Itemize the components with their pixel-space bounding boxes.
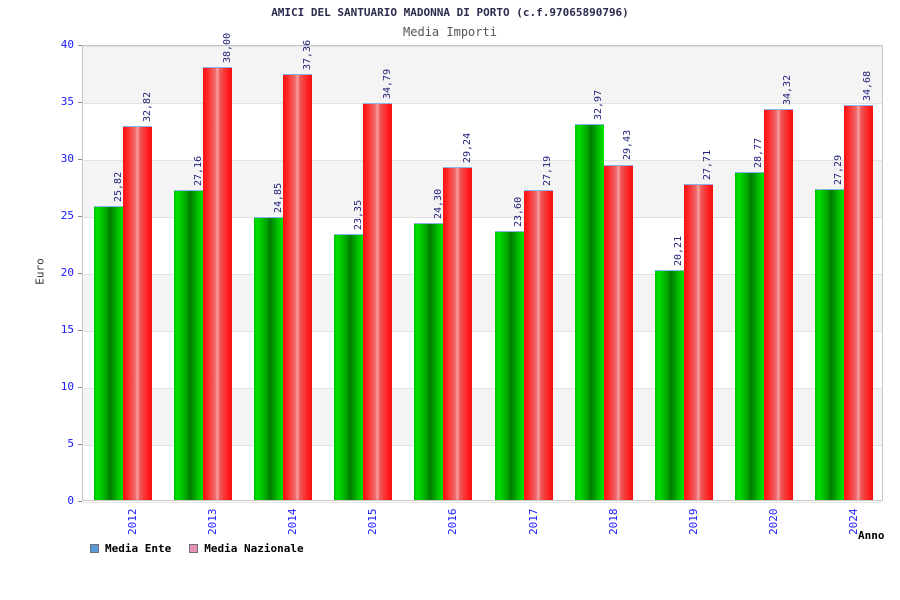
bar-value-label: 24,85 bbox=[272, 182, 284, 213]
x-axis-tick-label: 2020 bbox=[766, 508, 780, 536]
legend-label: Media Nazionale bbox=[204, 542, 304, 555]
bar-value-label: 34,68 bbox=[862, 70, 874, 101]
bar-value-label: 20,21 bbox=[673, 235, 685, 266]
bar-value-label: 32,82 bbox=[141, 91, 153, 122]
gridline bbox=[83, 160, 882, 161]
x-axis-tick-label: 2013 bbox=[206, 508, 220, 536]
y-axis-tick-mark bbox=[78, 102, 82, 103]
gridline bbox=[83, 103, 882, 104]
x-axis-tick-label: 2017 bbox=[526, 508, 540, 536]
bar-value-label: 34,79 bbox=[381, 69, 393, 100]
legend-swatch-icon bbox=[189, 544, 199, 553]
y-axis-tick-label: 15 bbox=[60, 323, 74, 336]
legend-item[interactable]: Media Nazionale bbox=[189, 542, 304, 555]
y-axis-tick-mark bbox=[78, 45, 82, 46]
bar-value-label: 24,30 bbox=[432, 188, 444, 219]
bar-media-ente-2014[interactable] bbox=[254, 216, 284, 500]
x-axis-tick-label: 2018 bbox=[606, 508, 620, 536]
bar-media-nazionale-2024[interactable] bbox=[843, 104, 873, 500]
gridline bbox=[83, 274, 882, 275]
bar-value-label: 25,82 bbox=[112, 171, 124, 202]
chart-title: AMICI DEL SANTUARIO MADONNA DI PORTO (c.… bbox=[271, 6, 629, 19]
y-axis-tick-label: 25 bbox=[60, 209, 74, 222]
bar-value-label: 37,36 bbox=[301, 39, 313, 71]
bar-media-nazionale-2020[interactable] bbox=[763, 108, 793, 500]
bar-media-ente-2017[interactable] bbox=[494, 230, 524, 500]
legend-swatch-icon bbox=[90, 544, 99, 553]
bar-media-ente-2018[interactable] bbox=[574, 124, 604, 500]
y-axis-tick-label: 20 bbox=[60, 266, 74, 279]
x-axis-tick-label: 2014 bbox=[286, 508, 300, 536]
x-axis-title: Anno bbox=[858, 529, 885, 542]
chart-legend: Media Ente Media Nazionale bbox=[90, 542, 304, 555]
legend-item[interactable]: Media Ente bbox=[90, 542, 171, 555]
chart-subtitle: Media Importi bbox=[403, 25, 497, 39]
bar-media-nazionale-2019[interactable] bbox=[683, 184, 713, 500]
y-axis-tick-mark bbox=[78, 159, 82, 160]
bar-media-nazionale-2018[interactable] bbox=[603, 164, 633, 500]
y-axis-tick-mark bbox=[78, 273, 82, 274]
bar-value-label: 38,00 bbox=[221, 32, 233, 63]
gridline bbox=[83, 46, 882, 47]
gridline bbox=[83, 445, 882, 446]
gridline bbox=[83, 388, 882, 389]
bar-value-label: 23,35 bbox=[352, 199, 364, 230]
gridline bbox=[83, 217, 882, 218]
y-axis-tick-label: 30 bbox=[60, 152, 74, 165]
bar-value-label: 27,19 bbox=[542, 155, 554, 187]
bar-value-label: 27,29 bbox=[833, 154, 845, 185]
y-axis-tick-label: 5 bbox=[67, 437, 74, 450]
bar-value-label: 27,71 bbox=[702, 149, 714, 181]
bar-value-label: 29,24 bbox=[461, 132, 473, 163]
bar-media-nazionale-2014[interactable] bbox=[283, 74, 313, 500]
bar-media-ente-2016[interactable] bbox=[414, 222, 444, 500]
y-axis-tick-mark bbox=[78, 216, 82, 217]
bar-media-nazionale-2015[interactable] bbox=[363, 103, 393, 500]
x-axis-tick-label: 2012 bbox=[126, 508, 140, 536]
y-axis-tick-label: 40 bbox=[60, 38, 74, 51]
bar-media-ente-2015[interactable] bbox=[334, 233, 364, 500]
y-axis-tick-mark bbox=[78, 501, 82, 502]
bar-media-ente-2012[interactable] bbox=[94, 205, 124, 500]
bar-value-label: 32,97 bbox=[593, 90, 605, 121]
bar-media-nazionale-2012[interactable] bbox=[123, 125, 153, 500]
bar-value-label: 28,77 bbox=[753, 137, 765, 169]
legend-label: Media Ente bbox=[105, 542, 172, 555]
bar-media-nazionale-2013[interactable] bbox=[203, 66, 233, 500]
x-axis-tick-label: 2019 bbox=[686, 508, 700, 536]
y-axis-tick-label: 35 bbox=[60, 95, 74, 108]
gridline bbox=[83, 331, 882, 332]
y-axis-tick-mark bbox=[78, 387, 82, 388]
bar-value-label: 34,32 bbox=[782, 74, 794, 105]
bar-media-nazionale-2017[interactable] bbox=[523, 190, 553, 500]
bar-value-label: 23,60 bbox=[513, 196, 525, 227]
x-axis-tick-label: 2015 bbox=[366, 508, 380, 536]
bar-value-label: 29,43 bbox=[622, 130, 634, 161]
bar-media-ente-2020[interactable] bbox=[734, 172, 764, 500]
y-axis-tick-label: 0 bbox=[67, 494, 74, 507]
y-axis-tick-mark bbox=[78, 330, 82, 331]
bar-media-ente-2019[interactable] bbox=[654, 269, 684, 500]
plot-area: 25,82 32,82 27,16 38,00 24,85 37,36 23,35 34,79… bbox=[82, 33, 883, 503]
gridline bbox=[83, 502, 882, 503]
bar-media-nazionale-2016[interactable] bbox=[443, 166, 473, 500]
x-axis-tick-label: 2016 bbox=[446, 508, 460, 536]
bar-media-ente-2024[interactable] bbox=[814, 188, 844, 500]
y-axis-tick-mark bbox=[78, 444, 82, 445]
bar-value-label: 27,16 bbox=[192, 156, 204, 187]
y-axis-tick-label: 10 bbox=[60, 380, 74, 393]
bar-media-ente-2013[interactable] bbox=[174, 190, 204, 500]
